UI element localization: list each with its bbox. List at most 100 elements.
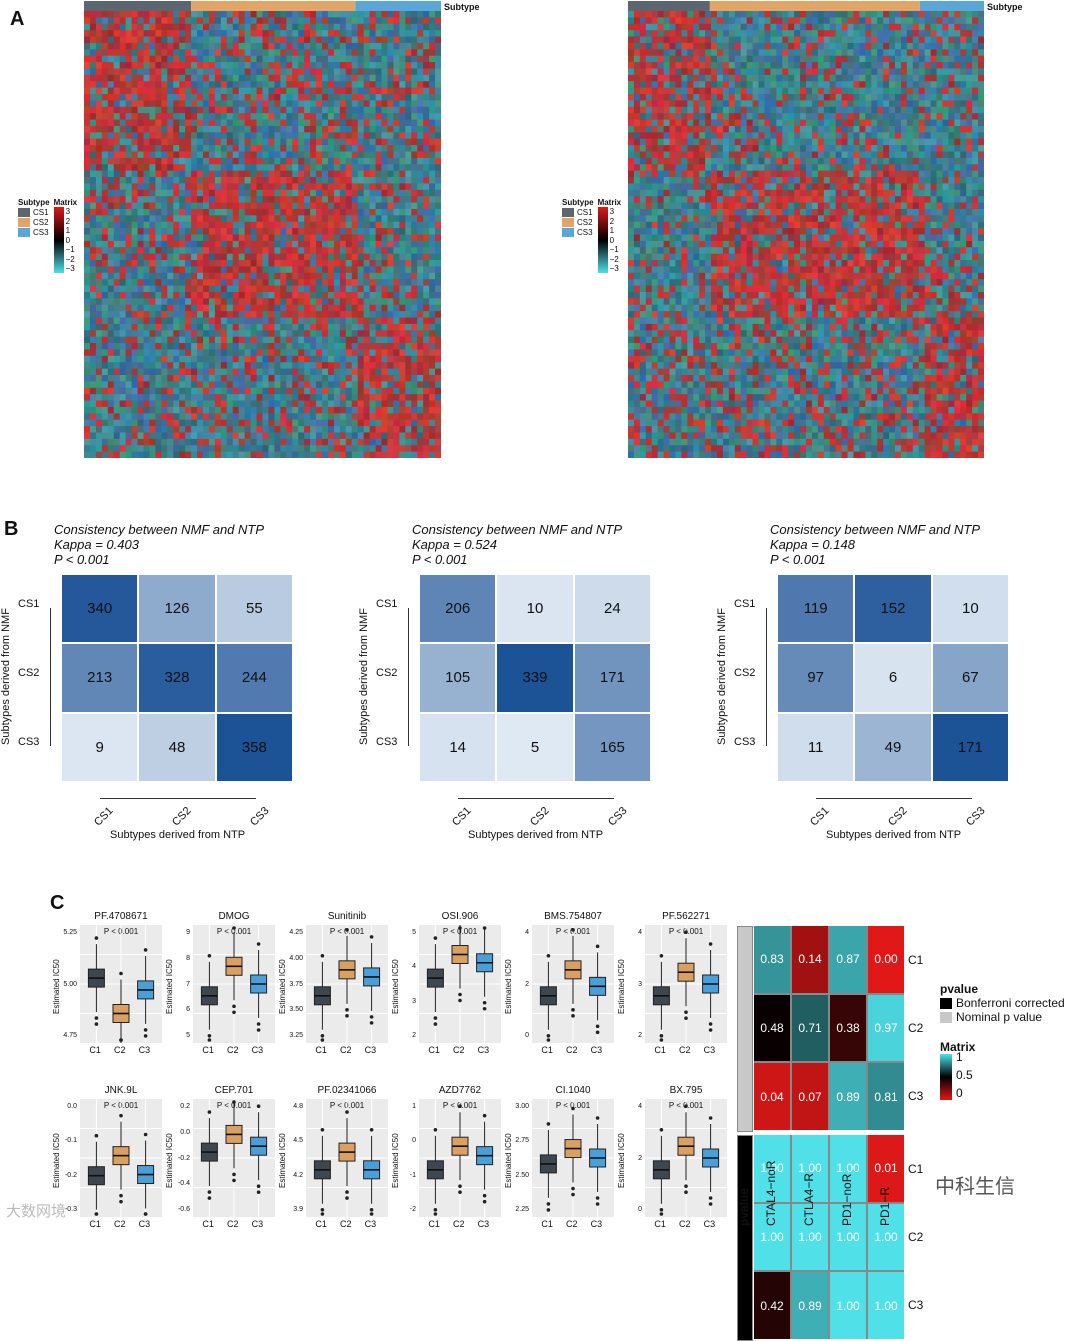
- row-label-c2: C2: [908, 1230, 923, 1244]
- pvalue-legend-title: pvalue: [940, 982, 1065, 996]
- grid-cell: 0.89: [830, 1063, 866, 1130]
- outlier: [547, 1208, 551, 1212]
- matrix-colorbar: [940, 1054, 952, 1100]
- outlier: [144, 1212, 148, 1216]
- y-tick: 0.0: [65, 1103, 77, 1110]
- y-axis-label: Estimated IC50: [52, 959, 61, 1014]
- row-label-cs1: CS1: [734, 598, 755, 610]
- outlier: [321, 1212, 325, 1216]
- y-tick: 2: [525, 981, 529, 988]
- watermark-left: 大数网境: [6, 1200, 66, 1221]
- y-tick: 3: [638, 981, 642, 988]
- y-tick: 4.00: [289, 955, 303, 962]
- x-tick-c1: C1: [202, 1045, 214, 1055]
- heatmap-right-subtype-label: Subtype: [987, 2, 1023, 12]
- boxplot-title: OSI.906: [419, 911, 501, 922]
- confusion-cell: 49: [855, 714, 930, 781]
- matrix-title: Consistency between NMF and NTP: [412, 522, 622, 537]
- outlier: [257, 1022, 261, 1026]
- row-label-c3: C3: [908, 1089, 923, 1103]
- legend-subtype-title: Subtype: [18, 198, 50, 207]
- grid-cell: 0.00: [868, 926, 904, 993]
- legend-swatch: [562, 228, 574, 237]
- x-tick-c3: C3: [252, 1045, 264, 1055]
- outlier: [232, 1005, 236, 1009]
- x-tick-c2: C2: [453, 1045, 465, 1055]
- boxplot-title: PF.562271: [645, 911, 727, 922]
- x-tick-c2: C2: [453, 1219, 465, 1229]
- row-label-cs3: CS3: [376, 736, 397, 748]
- y-tick: 5: [412, 929, 416, 936]
- outlier: [709, 1196, 713, 1200]
- confusion-cell: 55: [217, 575, 292, 642]
- y-axis-label: Estimated IC50: [617, 959, 626, 1014]
- col-label: PD1−noR: [840, 1174, 854, 1226]
- legend-matrix-title: Matrix: [598, 198, 622, 207]
- x-tick-c3: C3: [591, 1219, 603, 1229]
- x-tick-c1: C1: [315, 1045, 327, 1055]
- subtype-bar-2: [191, 1, 355, 11]
- outlier: [596, 1202, 600, 1206]
- legend-tick: −2: [610, 255, 619, 264]
- outlier: [458, 1190, 462, 1194]
- grid-cell: 0.48: [754, 995, 790, 1062]
- col-label-cs3: CS3: [964, 805, 988, 829]
- outlier: [660, 1212, 664, 1216]
- legend-swatch: [562, 218, 574, 227]
- confusion-cell: 171: [575, 644, 650, 711]
- matrix-tick: 1: [956, 1050, 973, 1064]
- outlier: [232, 1011, 236, 1015]
- outlier: [345, 928, 349, 932]
- legend-matrix-colorbar: [54, 207, 64, 273]
- outlier: [232, 1179, 236, 1183]
- heatmap-left-subtype-label: Subtype: [444, 2, 480, 12]
- y-tick: -0.3: [65, 1206, 77, 1213]
- y-tick: 4: [525, 929, 529, 936]
- legend-tick: 1: [610, 226, 619, 235]
- row-label-cs3: CS3: [18, 736, 39, 748]
- confusion-cell: 10: [497, 575, 572, 642]
- confusion-cell: 5: [497, 714, 572, 781]
- row-label-c2: C2: [908, 1021, 923, 1035]
- col-label-cs2: CS2: [528, 805, 552, 829]
- x-tick-c1: C1: [89, 1045, 101, 1055]
- y-tick: 0: [410, 1137, 416, 1144]
- row-bracket: [766, 608, 773, 746]
- y-axis-label: Estimated IC50: [617, 1133, 626, 1188]
- outlier: [95, 936, 99, 940]
- confusion-cell: 14: [420, 714, 495, 781]
- y-tick: 2: [412, 1032, 416, 1039]
- outlier: [596, 1031, 600, 1035]
- outlier: [483, 1001, 487, 1005]
- legend-tick: −2: [66, 255, 75, 264]
- y-tick: -0.4: [178, 1180, 190, 1187]
- row-label-cs2: CS2: [18, 667, 39, 679]
- row-label-cs1: CS1: [18, 598, 39, 610]
- outlier: [321, 1034, 325, 1038]
- outlier: [321, 1208, 325, 1212]
- confusion-cell: 213: [62, 644, 137, 711]
- outlier: [458, 1104, 462, 1108]
- outlier: [684, 1104, 688, 1108]
- heatmap-right: [628, 1, 984, 458]
- outlier: [571, 1014, 575, 1018]
- confusion-cell: 339: [497, 644, 572, 711]
- boxplot-title: BX.795: [645, 1085, 727, 1096]
- y-tick: 2.50: [515, 1172, 529, 1179]
- row-label-cs3: CS3: [734, 736, 755, 748]
- outlier: [95, 1016, 99, 1020]
- legend-swatch: [18, 228, 30, 237]
- y-tick: 6: [186, 1006, 190, 1013]
- x-tick-c3: C3: [365, 1219, 377, 1229]
- x-tick-c2: C2: [114, 1219, 126, 1229]
- y-tick: 4: [638, 929, 642, 936]
- y-tick: 3.00: [515, 1103, 529, 1110]
